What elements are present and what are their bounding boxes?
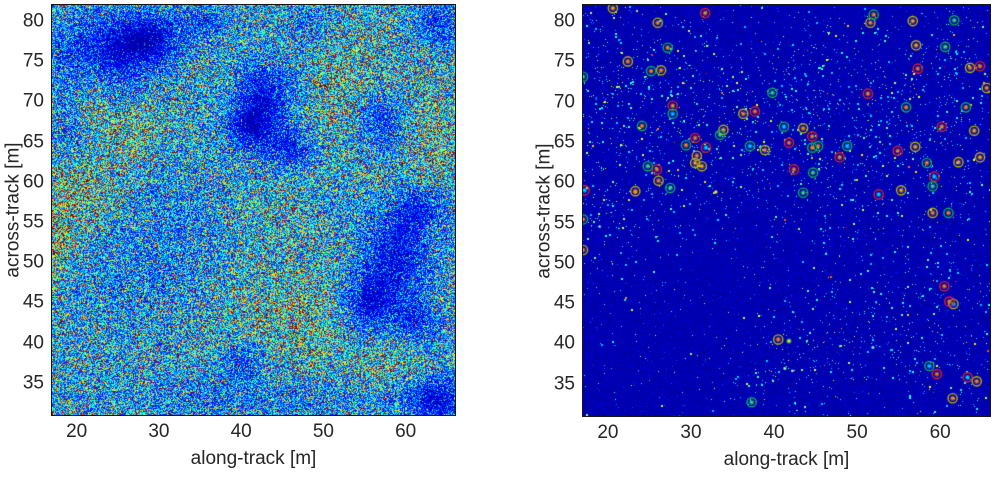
y-tick-label: 75 xyxy=(22,50,44,72)
y-tick-label: 50 xyxy=(22,251,44,273)
y-tick-label: 65 xyxy=(553,131,575,153)
y-tick-label: 45 xyxy=(22,291,44,313)
x-tick-label: 40 xyxy=(763,422,785,443)
intensity-ylabel: across-track [m] xyxy=(2,142,24,278)
y-tick-label: 70 xyxy=(553,91,575,113)
y-tick-label: 35 xyxy=(553,373,575,395)
y-tick-label: 80 xyxy=(22,10,44,32)
y-tick-label: 60 xyxy=(553,171,575,193)
x-tick-label: 30 xyxy=(148,421,170,442)
y-tick-label: 50 xyxy=(553,252,575,274)
y-tick-label: 65 xyxy=(22,131,44,153)
x-tick-label: 60 xyxy=(929,422,951,443)
detection-axes-box xyxy=(582,4,991,417)
detection-ylabel: across-track [m] xyxy=(533,142,555,279)
x-tick-label: 40 xyxy=(230,421,252,442)
y-tick-label: 55 xyxy=(22,211,44,233)
x-tick-label: 20 xyxy=(597,422,619,443)
y-tick-label: 75 xyxy=(553,50,575,72)
x-tick-label: 30 xyxy=(680,422,702,443)
detection-xlabel: along-track [m] xyxy=(723,449,850,470)
intensity-xlabel: along-track [m] xyxy=(190,448,317,469)
y-tick-label: 60 xyxy=(22,171,44,193)
y-tick-label: 40 xyxy=(553,332,575,354)
intensity-image-canvas xyxy=(52,5,455,415)
y-tick-label: 40 xyxy=(22,332,44,354)
x-tick-label: 50 xyxy=(312,421,334,442)
y-tick-label: 55 xyxy=(553,212,575,234)
y-tick-label: 80 xyxy=(553,10,575,32)
y-tick-label: 45 xyxy=(553,292,575,314)
y-tick-label: 35 xyxy=(22,372,44,394)
intensity-axes-box xyxy=(51,4,456,416)
detection-map-canvas xyxy=(583,5,990,416)
x-tick-label: 50 xyxy=(846,422,868,443)
x-tick-label: 60 xyxy=(395,421,417,442)
x-tick-label: 20 xyxy=(66,421,88,442)
y-tick-label: 70 xyxy=(22,90,44,112)
